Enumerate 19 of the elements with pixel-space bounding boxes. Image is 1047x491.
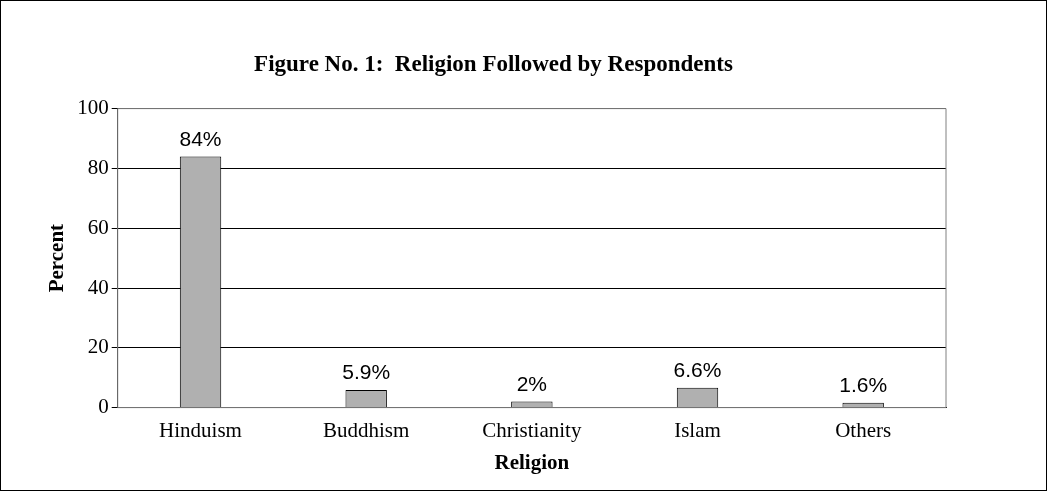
data-label: 6.6% [673, 358, 722, 382]
y-tick-label: 0 [98, 394, 109, 419]
x-axis-title: Religion [494, 449, 570, 474]
y-tick-label: 20 [87, 334, 109, 359]
x-tick-label: Buddhism [323, 417, 410, 442]
y-tick-label: 100 [77, 95, 109, 120]
y-tick-label: 80 [87, 154, 109, 179]
chart-title: Figure No. 1: Religion Followed by Respondents [254, 50, 733, 76]
y-tick-label: 40 [87, 274, 109, 299]
x-tick-label: Islam [674, 417, 721, 442]
x-tick-label: Hinduism [159, 417, 242, 442]
data-label: 84% [179, 126, 222, 150]
x-tick-label: Others [835, 417, 892, 442]
x-tick-label: Christianity [482, 417, 582, 442]
y-axis-title: Percent [44, 223, 69, 293]
data-label: 2% [516, 371, 548, 395]
y-tick-label: 60 [87, 214, 109, 239]
data-label: 1.6% [839, 373, 888, 397]
data-label: 5.9% [342, 360, 391, 384]
